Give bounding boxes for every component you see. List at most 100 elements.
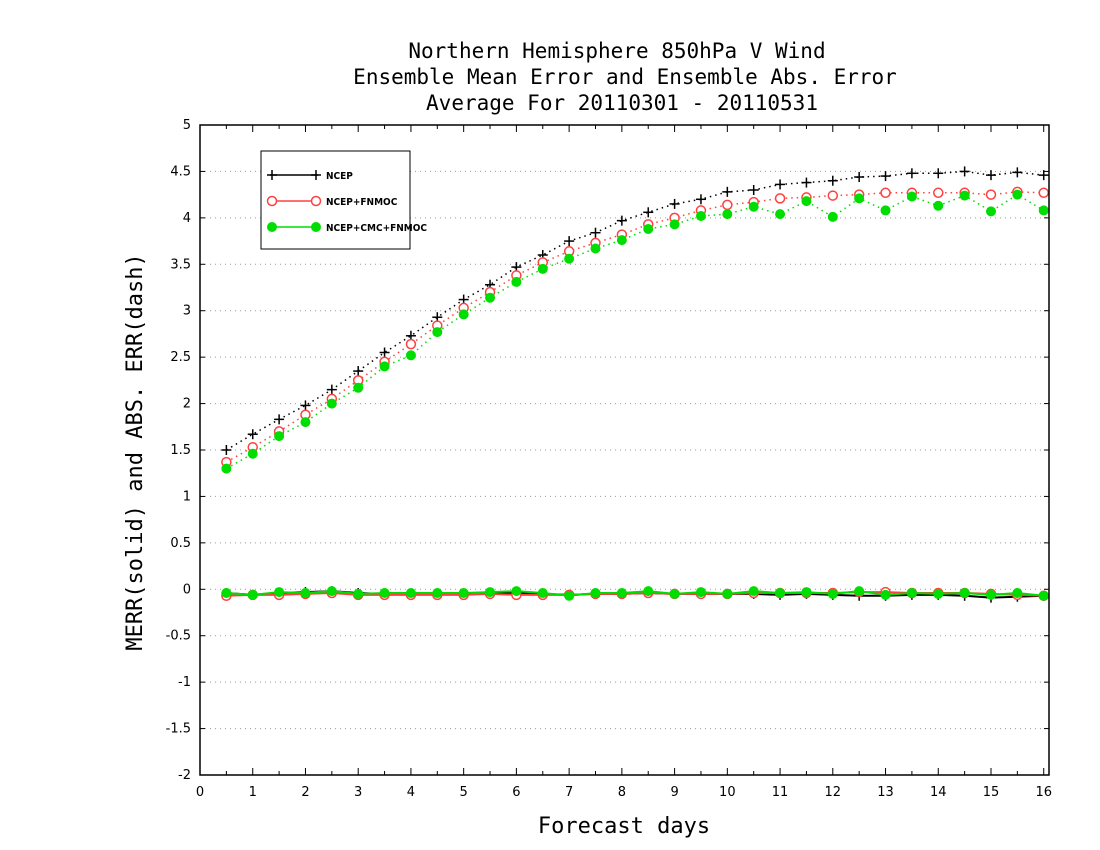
- mean-err-point: [748, 586, 759, 597]
- series-ncep-cmc-fnmoc: [221, 189, 1049, 601]
- plot-frame: [199, 124, 1050, 776]
- abs-err-point: [326, 384, 337, 395]
- abs-err-point: [405, 338, 417, 350]
- x-tick-label: 7: [565, 785, 573, 800]
- mean-err-point: [722, 588, 733, 599]
- abs-err-point: [326, 398, 337, 409]
- y-tick-label: 0.5: [170, 536, 191, 551]
- abs-err-point: [827, 175, 838, 186]
- abs-err-point: [221, 445, 232, 455]
- y-tick-label: 0: [183, 582, 191, 597]
- grid: [200, 170, 1049, 730]
- abs-err-point: [485, 292, 496, 303]
- abs-err-point: [827, 211, 838, 222]
- abs-err-point: [748, 185, 759, 195]
- abs-err-point: [933, 187, 944, 199]
- mean-err-point: [906, 588, 917, 598]
- abs-err-point: [1038, 205, 1049, 216]
- x-tick-label: 2: [301, 785, 309, 800]
- x-tick-label: 9: [670, 785, 678, 800]
- x-tick-label: 10: [719, 785, 736, 800]
- abs-err-point: [774, 193, 786, 204]
- abs-err-point: [353, 382, 364, 393]
- abs-err-point: [906, 168, 917, 179]
- chart-title-line-3: Average For 20110301 - 20110531: [426, 91, 818, 115]
- x-tick-label: 13: [877, 785, 894, 800]
- y-axis: -2 -1.5 -1 -0.5 0 0.5 1 1.5 2 2.5 3 3.5 4 4.5 5: [166, 118, 1049, 783]
- y-tick-label: 2.5: [170, 350, 191, 365]
- legend-marker: [266, 195, 278, 207]
- abs-err-point: [722, 186, 733, 197]
- abs-err-point: [564, 253, 575, 264]
- abs-err-point: [933, 168, 944, 179]
- y-tick-label: -0.5: [166, 629, 191, 644]
- legend-item-ncep-cmc-fnmoc: NCEP+CMC+FNMOC: [267, 222, 427, 234]
- abs-err-point: [1038, 170, 1049, 181]
- y-tick-label: 2: [183, 397, 191, 412]
- chart-title-line-1: Northern Hemisphere 850hPa V Wind: [408, 39, 825, 63]
- abs-err-point: [247, 429, 258, 440]
- abs-err-point: [801, 196, 812, 207]
- abs-err-point: [1012, 189, 1023, 200]
- abs-err-point: [353, 366, 364, 377]
- mean-err-point: [1038, 590, 1049, 601]
- legend-label: NCEP: [326, 171, 353, 182]
- mean-err-point: [880, 589, 891, 600]
- mean-err-point: [616, 588, 627, 598]
- mean-err-point: [511, 586, 522, 597]
- abs-err-point: [985, 170, 996, 181]
- x-tick-label: 14: [930, 785, 947, 800]
- y-tick-label: -1.5: [166, 722, 191, 737]
- abs-err-point: [669, 198, 680, 209]
- abs-err-point: [379, 347, 390, 358]
- legend-marker: [311, 170, 321, 180]
- mean-err-point: [775, 588, 786, 598]
- y-tick-label: 1: [183, 489, 191, 504]
- abs-err-point: [590, 227, 601, 238]
- mean-err-point: [801, 587, 812, 598]
- abs-err-point: [880, 205, 891, 216]
- legend-item-ncep-fnmoc: NCEP+FNMOC: [266, 195, 398, 208]
- chart-title-line-2: Ensemble Mean Error and Ensemble Abs. Er…: [353, 65, 897, 89]
- abs-err-point: [827, 190, 839, 201]
- abs-err-point: [616, 215, 627, 226]
- abs-err-point: [669, 219, 680, 230]
- mean-err-point: [300, 588, 311, 598]
- mean-err-point: [405, 588, 416, 598]
- x-tick-label: 5: [460, 785, 468, 800]
- abs-err-point: [274, 431, 285, 442]
- mean-err-point: [564, 590, 575, 601]
- abs-err-point: [379, 361, 390, 372]
- mean-err-point: [274, 587, 285, 598]
- mean-err-point: [485, 587, 496, 598]
- abs-err-point: [880, 171, 891, 182]
- abs-err-point: [300, 417, 311, 428]
- abs-err-point: [985, 189, 997, 200]
- abs-err-point: [643, 207, 654, 218]
- abs-err-point: [880, 187, 891, 199]
- abs-err-point: [1038, 187, 1049, 199]
- legend: NCEP NCEP+FNMOC NCEP+CMC+FNMOC: [260, 150, 427, 250]
- abs-err-point: [300, 400, 311, 411]
- abs-err-point: [247, 448, 258, 459]
- mean-err-point: [458, 588, 469, 598]
- x-axis-title: Forecast days: [538, 814, 710, 839]
- mean-err-point: [959, 588, 970, 598]
- abs-err-point: [959, 166, 970, 177]
- x-axis: 0 1 2 3 4 5 6 7 8 9 10 11 12 13 14 15 16: [196, 125, 1052, 800]
- y-axis-title: MERR(solid) and ABS. ERR(dash): [123, 253, 148, 650]
- mean-err-point: [247, 589, 258, 600]
- mean-err-point: [643, 586, 654, 597]
- abs-err-point: [458, 309, 469, 320]
- x-tick-label: 15: [983, 785, 1000, 800]
- abs-err-point: [432, 327, 443, 338]
- y-tick-label: 5: [183, 118, 191, 133]
- y-tick-label: 3.5: [170, 257, 191, 272]
- x-tick-label: 3: [354, 785, 362, 800]
- legend-marker: [310, 195, 322, 207]
- abs-err-point: [221, 463, 232, 474]
- mean-err-point: [537, 588, 548, 598]
- y-tick-label: 4.5: [170, 164, 191, 179]
- mean-err-point: [854, 586, 865, 597]
